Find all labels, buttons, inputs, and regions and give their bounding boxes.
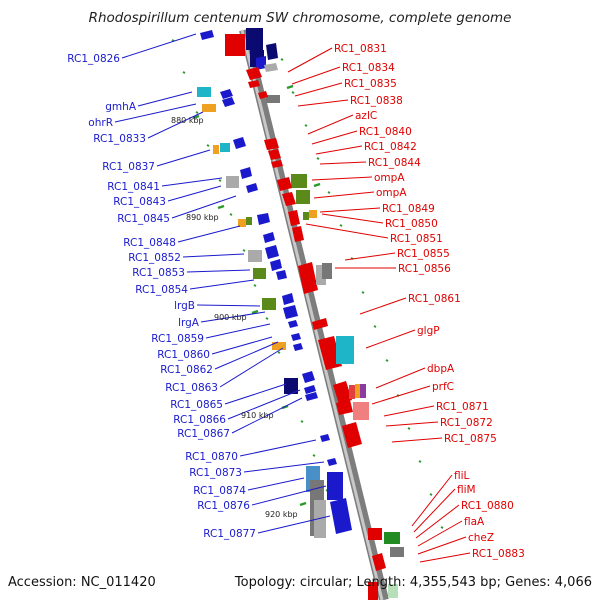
gene-label-right[interactable]: RC1_0831	[334, 43, 387, 55]
gene-label-right[interactable]: RC1_0850	[385, 218, 438, 230]
gene-label-left[interactable]: RC1_0833	[93, 133, 146, 145]
gene-label-right[interactable]: RC1_0851	[390, 233, 443, 245]
gene-label-right[interactable]: flaA	[464, 516, 485, 528]
gene-label-left[interactable]: lrgB	[174, 300, 195, 312]
gene-label-left[interactable]: RC1_0877	[203, 528, 256, 540]
gene-label-left[interactable]: RC1_0859	[151, 333, 204, 345]
gene-label-right[interactable]: RC1_0880	[461, 500, 514, 512]
gene-label-left[interactable]: gmhA	[105, 101, 137, 113]
scale-label-880: 880 kbp	[171, 116, 204, 125]
gene-label-left[interactable]: RC1_0876	[197, 500, 250, 512]
gene-label-right[interactable]: RC1_0835	[344, 78, 397, 90]
gene-label-left[interactable]: RC1_0870	[185, 451, 238, 463]
scale-ticks	[192, 84, 321, 507]
gene-label-left[interactable]: lrgA	[178, 317, 200, 329]
gene-label-left[interactable]: RC1_0866	[173, 414, 226, 426]
gene-label-left[interactable]: RC1_0853	[132, 267, 185, 279]
gene-label-left[interactable]: RC1_0852	[128, 252, 181, 264]
gene-label-right[interactable]: fliL	[454, 470, 470, 482]
map-title: Rhodospirillum centenum SW chromosome, c…	[89, 10, 512, 26]
topology-text: Topology: circular; Length: 4,355,543 bp…	[234, 575, 592, 590]
forward-genes	[197, 28, 352, 538]
gene-label-left[interactable]: RC1_0867	[177, 428, 230, 440]
gene-label-left[interactable]: RC1_0854	[135, 284, 188, 296]
gene-label-right[interactable]: prfC	[432, 381, 454, 393]
scale-label-900: 900 kbp	[214, 313, 247, 322]
gene-label-left[interactable]: RC1_0826	[67, 53, 120, 65]
gene-label-right[interactable]: RC1_0883	[472, 548, 525, 560]
gene-label-left[interactable]: RC1_0848	[123, 237, 176, 249]
scale-labels: 880 kbp 890 kbp 900 kbp 910 kbp 920 kbp	[171, 116, 298, 519]
gene-label-right[interactable]: RC1_0849	[382, 203, 435, 215]
gene-label-right[interactable]: RC1_0856	[398, 263, 451, 275]
gene-label-left[interactable]: RC1_0863	[165, 382, 218, 394]
gene-label-right[interactable]: cheZ	[468, 532, 494, 544]
chromosome-backbone	[239, 28, 389, 600]
scale-label-890: 890 kbp	[186, 213, 219, 222]
gene-label-right[interactable]: RC1_0838	[350, 95, 403, 107]
gene-label-right[interactable]: RC1_0840	[359, 126, 412, 138]
gene-label-right[interactable]: ompA	[374, 172, 405, 184]
gene-label-right[interactable]: RC1_0861	[408, 293, 461, 305]
gene-label-right[interactable]: glgP	[417, 325, 440, 337]
gene-label-right[interactable]: RC1_0834	[342, 62, 395, 74]
scale-label-920: 920 kbp	[265, 510, 298, 519]
gene-label-left[interactable]: RC1_0874	[193, 485, 246, 497]
gene-label-right[interactable]: RC1_0844	[368, 157, 421, 169]
gene-label-left[interactable]: RC1_0845	[117, 213, 170, 225]
gene-label-right[interactable]: RC1_0872	[440, 417, 493, 429]
gene-label-left[interactable]: RC1_0841	[107, 181, 160, 193]
scale-label-910: 910 kbp	[241, 411, 274, 420]
gene-label-left[interactable]: RC1_0865	[170, 399, 223, 411]
gene-label-left[interactable]: RC1_0862	[160, 364, 213, 376]
gene-label-left[interactable]: RC1_0837	[102, 161, 155, 173]
gene-label-left[interactable]: ohrR	[88, 117, 113, 129]
gene-label-right[interactable]: RC1_0871	[436, 401, 489, 413]
gene-label-right[interactable]: azlC	[355, 110, 377, 122]
gene-label-right[interactable]: RC1_0842	[364, 141, 417, 153]
gene-label-right[interactable]: RC1_0875	[444, 433, 497, 445]
gene-label-left[interactable]: RC1_0860	[157, 349, 210, 361]
gene-label-right[interactable]: dbpA	[427, 363, 455, 375]
gene-label-right[interactable]: ompA	[376, 187, 407, 199]
gene-label-left[interactable]: RC1_0843	[113, 196, 166, 208]
reverse-genes	[225, 34, 404, 600]
right-gene-labels: RC1_0831 RC1_0834 RC1_0835 RC1_0838 azlC…	[287, 43, 525, 563]
gene-label-right[interactable]: fliM	[457, 484, 476, 496]
accession-text: Accession: NC_011420	[8, 575, 156, 590]
gene-label-right[interactable]: RC1_0855	[397, 248, 450, 260]
gene-label-left[interactable]: RC1_0873	[189, 467, 242, 479]
left-gene-labels: RC1_0826 gmhA ohrR RC1_0833 RC1_0837 RC1…	[67, 33, 331, 540]
